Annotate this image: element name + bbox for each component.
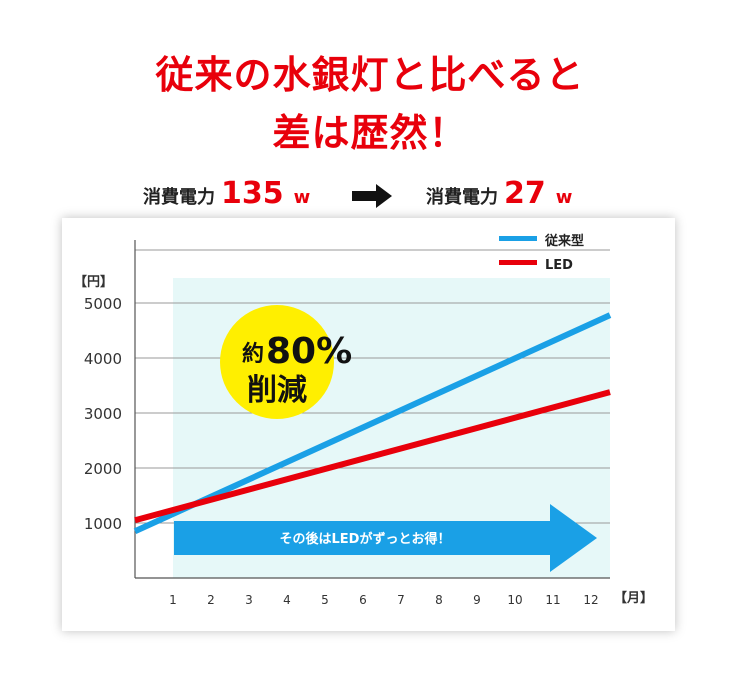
- badge-percent: 80%: [266, 331, 352, 372]
- headline-line1: 従来の水銀灯と比べると: [155, 53, 585, 97]
- badge-line2: 削減: [247, 373, 307, 408]
- x-tick-labels: 1 2 3 4 5 6 7 8 9 10 11 12: [169, 593, 598, 607]
- legend-label: LED: [545, 258, 573, 273]
- x-tick-label: 8: [435, 593, 443, 607]
- power-after-label: 消費電力: [426, 187, 498, 208]
- power-before: 消費電力 135 w: [143, 176, 310, 216]
- chart-legend: 従来型 LED: [499, 233, 584, 273]
- y-tick-label: 5000: [84, 295, 122, 313]
- power-before-value: 135: [221, 176, 284, 211]
- x-tick-label: 11: [545, 593, 560, 607]
- power-after-value: 27: [504, 176, 546, 211]
- series-line-conventional: [133, 312, 612, 534]
- y-unit-label: 【円】: [74, 274, 113, 290]
- x-tick-label: 6: [359, 593, 367, 607]
- power-after-unit: w: [555, 187, 573, 208]
- banner-text: その後はLEDがずっとお得！: [280, 531, 451, 547]
- arrow-right-icon: [352, 184, 392, 208]
- x-tick-label: 4: [283, 593, 291, 607]
- y-tick-labels: 1000 2000 3000 4000 5000: [84, 295, 122, 533]
- x-tick-label: 7: [397, 593, 405, 607]
- x-tick-label: 2: [207, 593, 215, 607]
- legend-swatch: [499, 260, 537, 265]
- x-tick-label: 12: [583, 593, 598, 607]
- power-before-label: 消費電力: [143, 187, 215, 208]
- legend-label: 従来型: [544, 233, 584, 249]
- x-tick-label: 5: [321, 593, 329, 607]
- chart-axes: [134, 240, 610, 579]
- power-after: 消費電力 27 w: [426, 176, 572, 216]
- series-line-led: [134, 389, 611, 524]
- banner-arrow-shape: [174, 504, 597, 572]
- x-tick-label: 10: [507, 593, 522, 607]
- chart-card: 1000 2000 3000 4000 5000 1 2 3 4 5 6 7 8 9 10 11 12 【円】…: [62, 218, 675, 631]
- headline-line2: 差は歴然！: [272, 111, 468, 155]
- x-tick-label: 9: [473, 593, 481, 607]
- legend-swatch: [499, 236, 537, 241]
- banner-arrow: その後はLEDがずっとお得！: [174, 504, 597, 572]
- series-layer: [133, 312, 612, 534]
- x-tick-label: 3: [245, 593, 253, 607]
- savings-badge: 約 80% 削減: [220, 305, 352, 419]
- y-tick-label: 3000: [84, 405, 122, 423]
- x-tick-label: 1: [169, 593, 177, 607]
- badge-circle: [220, 305, 334, 419]
- y-tick-label: 1000: [84, 515, 122, 533]
- badge-prefix: 約: [242, 341, 264, 367]
- y-tick-label: 4000: [84, 350, 122, 368]
- power-before-unit: w: [293, 187, 311, 208]
- x-unit-label: 【月】: [614, 590, 653, 606]
- y-tick-label: 2000: [84, 460, 122, 478]
